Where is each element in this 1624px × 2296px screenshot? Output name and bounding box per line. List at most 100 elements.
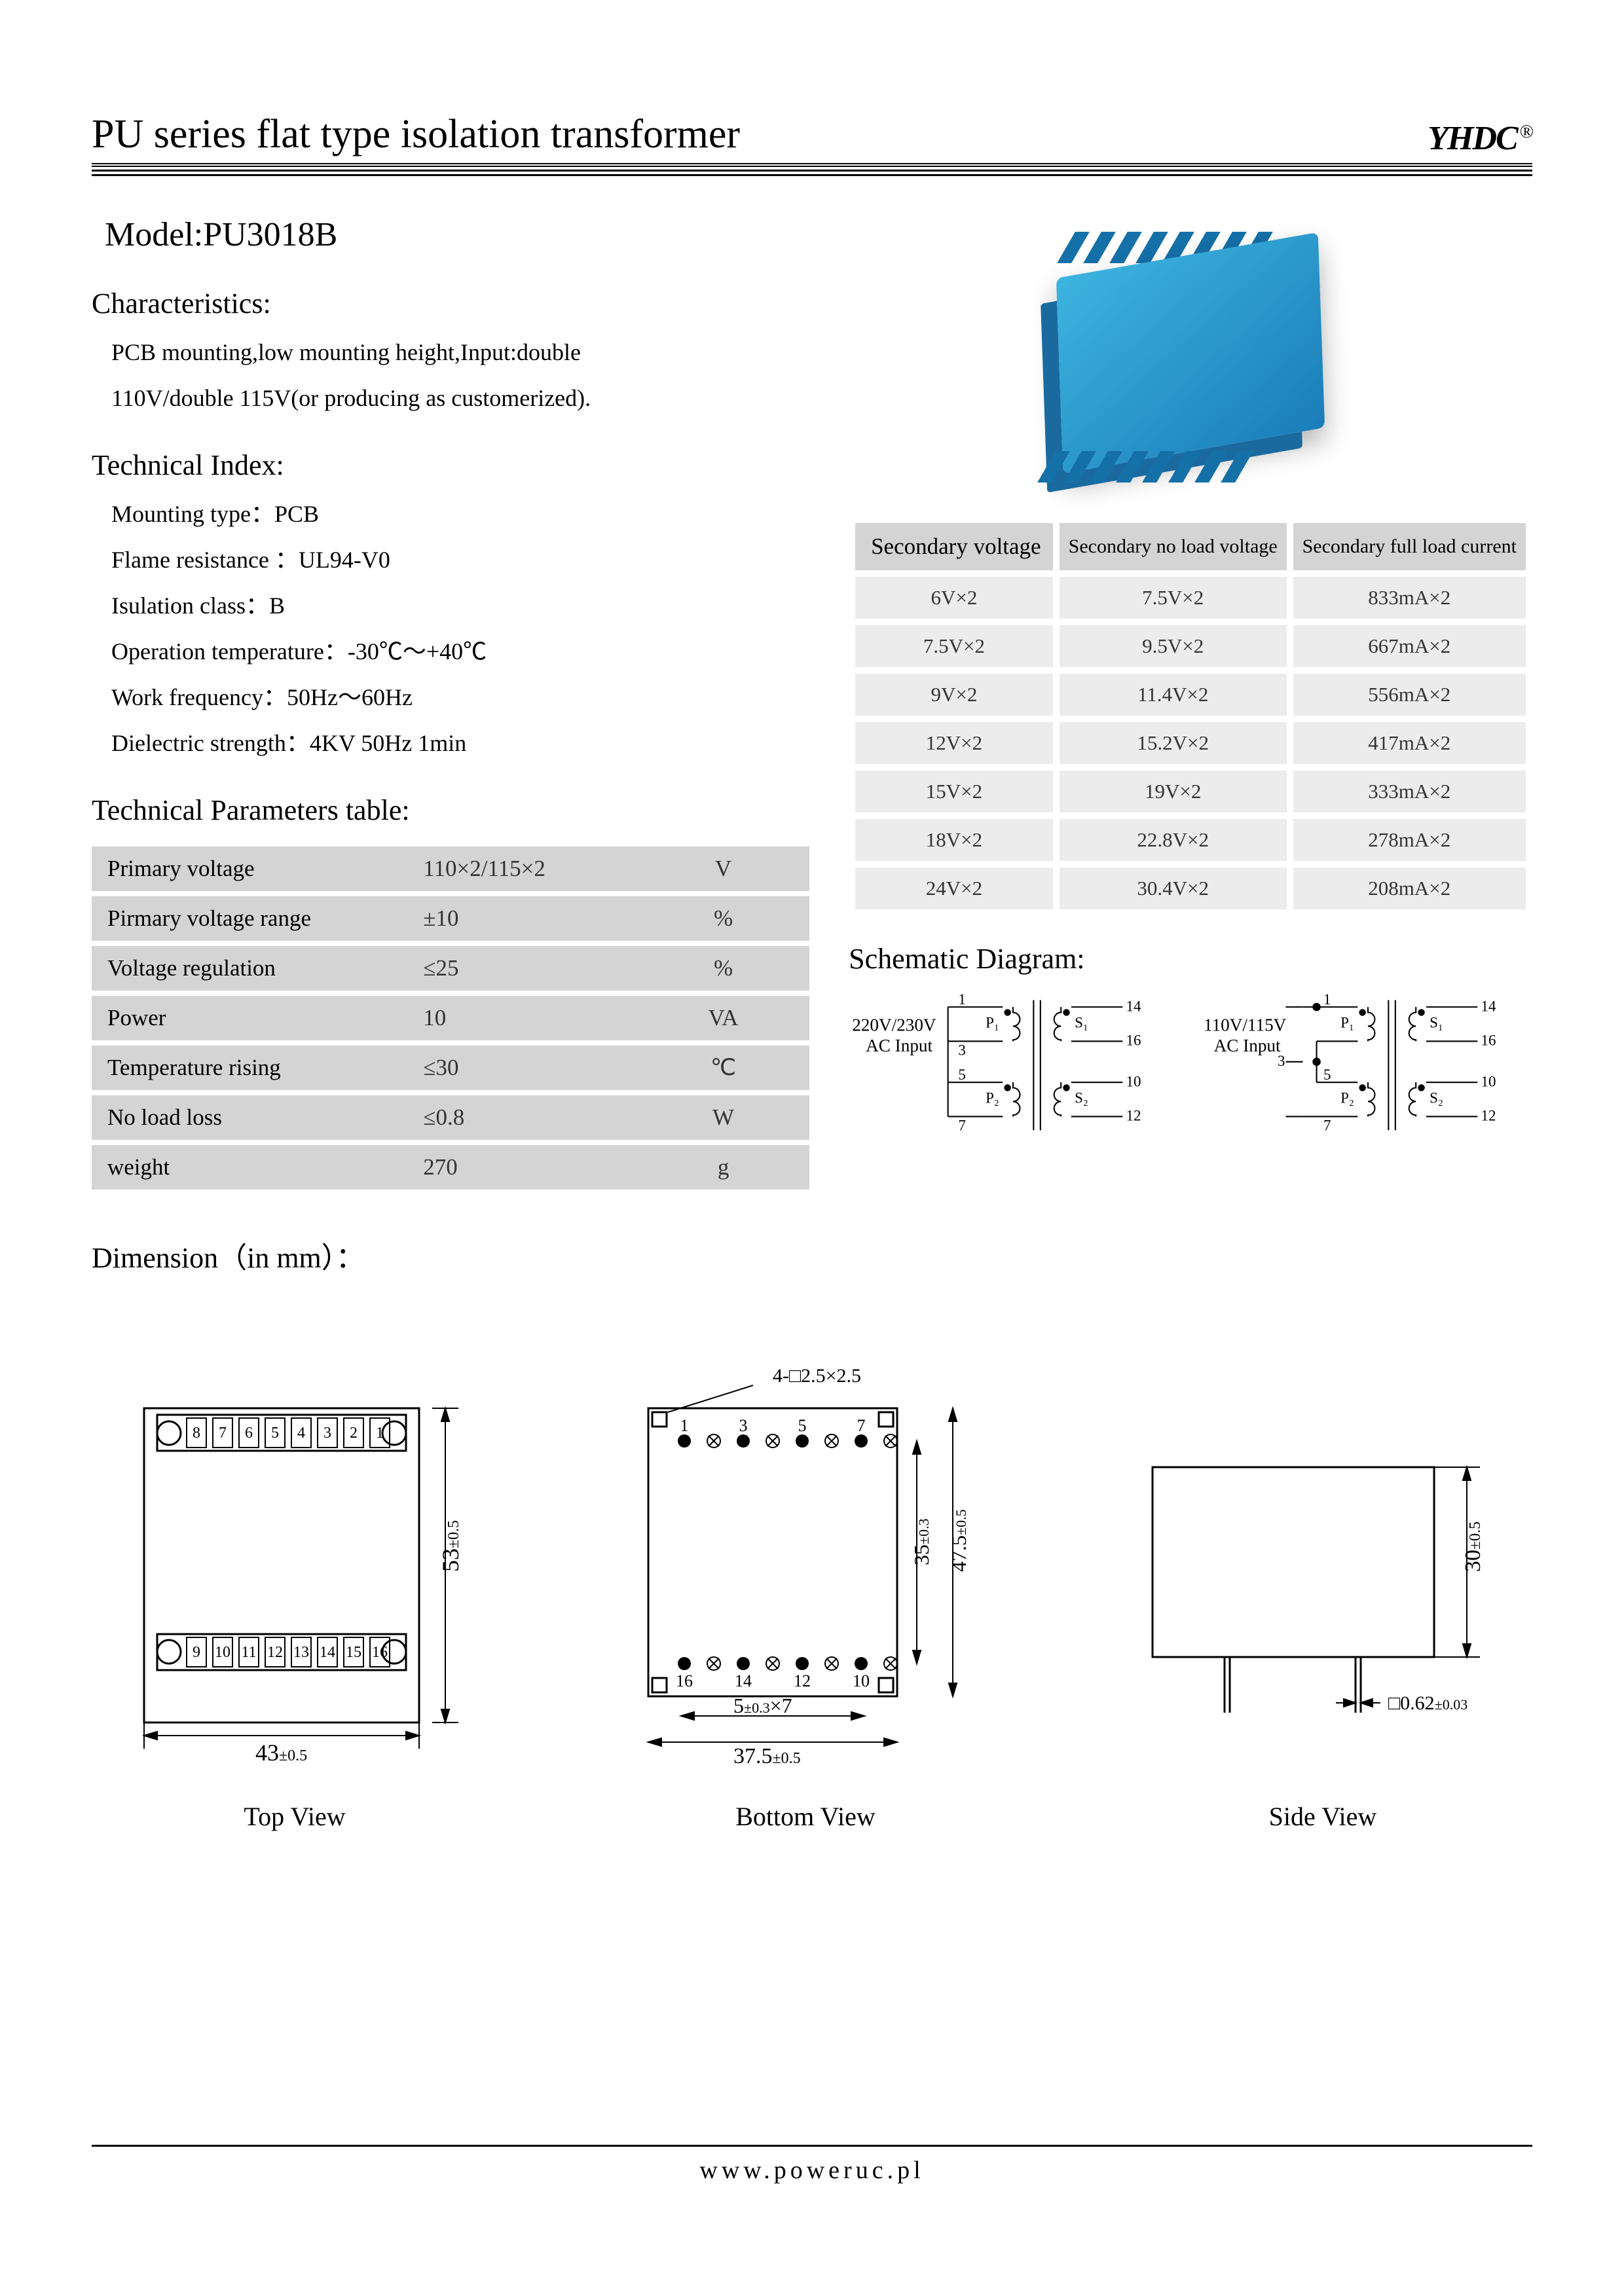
svg-text:8: 8 bbox=[193, 1425, 200, 1442]
table-row: 6V×27.5V×2833mA×2 bbox=[855, 577, 1526, 619]
svg-text:3: 3 bbox=[323, 1425, 331, 1442]
svg-text:P₁: P₁ bbox=[1340, 1014, 1354, 1030]
svg-text:10: 10 bbox=[215, 1644, 231, 1661]
table-row: Pirmary voltage range±10% bbox=[92, 894, 809, 943]
characteristics-heading: Characteristics: bbox=[92, 287, 809, 320]
svg-text:P₁: P₁ bbox=[986, 1014, 999, 1030]
top-view: 87654321 910111213141516 43±0.5 bbox=[92, 1362, 498, 1832]
sec-col-header: Secondary voltage bbox=[855, 523, 1053, 570]
table-row: No load loss≤0.8W bbox=[92, 1093, 809, 1142]
table-row: 12V×215.2V×2417mA×2 bbox=[855, 722, 1526, 764]
table-row: 15V×219V×2333mA×2 bbox=[855, 771, 1526, 812]
product-photo bbox=[1020, 215, 1361, 497]
svg-text:220V/230V: 220V/230V bbox=[852, 1015, 936, 1035]
svg-text:1: 1 bbox=[1323, 991, 1331, 1008]
characteristics-line: PCB mounting,low mounting height,Input:d… bbox=[111, 335, 809, 370]
tech-index-line: Dielectric strength：4KV 50Hz 1min bbox=[111, 725, 809, 761]
tech-index-line: Operation temperature：-30℃～+40℃ bbox=[111, 634, 809, 669]
svg-text:S₂: S₂ bbox=[1075, 1090, 1088, 1106]
svg-text:37.5±0.5: 37.5±0.5 bbox=[733, 1744, 801, 1768]
table-row: weight270g bbox=[92, 1142, 809, 1192]
svg-text:3: 3 bbox=[739, 1416, 748, 1435]
svg-text:43±0.5: 43±0.5 bbox=[255, 1740, 307, 1766]
svg-text:□0.62±0.03: □0.62±0.03 bbox=[1388, 1692, 1467, 1714]
svg-text:1: 1 bbox=[958, 991, 966, 1008]
brand-text: YHDC bbox=[1428, 120, 1517, 157]
svg-text:16: 16 bbox=[372, 1644, 388, 1661]
model-heading: Model:PU3018B bbox=[105, 215, 809, 254]
table-row: 18V×222.8V×2278mA×2 bbox=[855, 819, 1526, 861]
svg-text:15: 15 bbox=[346, 1644, 361, 1661]
svg-text:16: 16 bbox=[1126, 1032, 1141, 1049]
side-view: 30±0.5 □0.62±0.03 Side View bbox=[1113, 1362, 1532, 1832]
page-title: PU series flat type isolation transforme… bbox=[92, 111, 740, 158]
dimension-views: 87654321 910111213141516 43±0.5 bbox=[92, 1362, 1532, 1832]
svg-text:110V/115V: 110V/115V bbox=[1204, 1015, 1287, 1035]
svg-text:10: 10 bbox=[1481, 1073, 1496, 1089]
svg-text:35±0.3: 35±0.3 bbox=[910, 1518, 933, 1565]
characteristics-block: PCB mounting,low mounting height,Input:d… bbox=[92, 335, 809, 416]
characteristics-line: 110V/double 115V(or producing as custome… bbox=[111, 380, 809, 416]
table-row: 24V×230.4V×2208mA×2 bbox=[855, 867, 1526, 909]
view-caption: Bottom View bbox=[583, 1801, 1028, 1832]
svg-text:P₂: P₂ bbox=[986, 1090, 999, 1106]
sec-col-header: Secondary no load voltage bbox=[1060, 523, 1287, 570]
svg-text:9: 9 bbox=[193, 1644, 200, 1661]
svg-text:16: 16 bbox=[676, 1671, 693, 1690]
svg-text:11: 11 bbox=[241, 1644, 256, 1661]
svg-text:7: 7 bbox=[958, 1117, 966, 1133]
tech-index-heading: Technical Index: bbox=[92, 448, 809, 482]
svg-text:14: 14 bbox=[320, 1644, 335, 1661]
tech-index-line: Isulation class：B bbox=[111, 588, 809, 623]
svg-text:4: 4 bbox=[297, 1425, 305, 1442]
tech-index-line: Mounting type：PCB bbox=[111, 496, 809, 532]
view-caption: Top View bbox=[92, 1801, 498, 1832]
svg-text:47.5±0.5: 47.5±0.5 bbox=[947, 1509, 970, 1572]
table-row: Voltage regulation≤25% bbox=[92, 943, 809, 993]
svg-text:P₂: P₂ bbox=[1340, 1090, 1354, 1106]
page-footer: www.poweruc.pl bbox=[92, 2145, 1532, 2185]
schematic-110v: 110V/115V AC Input P₁ P₂ S₁ S₂ 13 57 141… bbox=[1204, 990, 1532, 1140]
table-row: 7.5V×29.5V×2667mA×2 bbox=[855, 625, 1526, 667]
svg-text:3: 3 bbox=[1278, 1053, 1285, 1069]
table-row: Power10VA bbox=[92, 993, 809, 1043]
tech-index-line: Flame resistance ：UL94-V0 bbox=[111, 542, 809, 577]
svg-text:14: 14 bbox=[1481, 998, 1497, 1014]
table-row: Primary voltage110×2/115×2V bbox=[92, 847, 809, 894]
svg-text:12: 12 bbox=[267, 1644, 283, 1661]
svg-text:4-□2.5×2.5: 4-□2.5×2.5 bbox=[773, 1365, 861, 1387]
tech-index-block: Mounting type：PCB Flame resistance ：UL94-… bbox=[92, 496, 809, 761]
svg-text:S₁: S₁ bbox=[1430, 1014, 1443, 1030]
svg-text:7: 7 bbox=[219, 1425, 227, 1442]
svg-text:10: 10 bbox=[853, 1671, 870, 1690]
svg-text:13: 13 bbox=[293, 1644, 309, 1661]
svg-text:1: 1 bbox=[376, 1425, 384, 1442]
svg-text:30±0.5: 30±0.5 bbox=[1461, 1522, 1485, 1572]
svg-text:5: 5 bbox=[798, 1416, 807, 1435]
schematic-block: 220V/230V AC Input P₁ P₂ S₁ S₂ 1 3 5 7 14 1… bbox=[849, 990, 1532, 1140]
svg-text:12: 12 bbox=[794, 1671, 811, 1690]
secondary-table: Secondary voltage Secondary no load volt… bbox=[849, 517, 1532, 916]
tech-index-line: Work frequency：50Hz～60Hz bbox=[111, 680, 809, 715]
brand-logo: YHDC® bbox=[1428, 119, 1532, 158]
svg-text:53±0.5: 53±0.5 bbox=[437, 1520, 464, 1572]
svg-text:10: 10 bbox=[1126, 1073, 1141, 1089]
svg-text:14: 14 bbox=[735, 1671, 752, 1690]
svg-text:12: 12 bbox=[1481, 1108, 1496, 1124]
svg-text:5: 5 bbox=[271, 1425, 279, 1442]
svg-text:AC Input: AC Input bbox=[1214, 1036, 1281, 1055]
svg-text:S₁: S₁ bbox=[1075, 1014, 1088, 1030]
svg-text:5: 5 bbox=[958, 1066, 966, 1083]
svg-text:S₂: S₂ bbox=[1430, 1090, 1443, 1106]
dimension-heading: Dimension（in mm）： bbox=[92, 1234, 809, 1276]
svg-text:AC Input: AC Input bbox=[866, 1036, 932, 1055]
svg-text:5: 5 bbox=[1323, 1066, 1331, 1083]
parameters-table: Primary voltage110×2/115×2VPirmary volta… bbox=[92, 847, 809, 1195]
svg-text:12: 12 bbox=[1126, 1108, 1141, 1124]
svg-text:14: 14 bbox=[1126, 998, 1142, 1014]
svg-text:7: 7 bbox=[857, 1416, 866, 1435]
svg-text:1: 1 bbox=[680, 1416, 689, 1435]
table-row: 9V×211.4V×2556mA×2 bbox=[855, 674, 1526, 716]
registered-mark: ® bbox=[1520, 122, 1532, 142]
view-caption: Side View bbox=[1113, 1801, 1532, 1832]
